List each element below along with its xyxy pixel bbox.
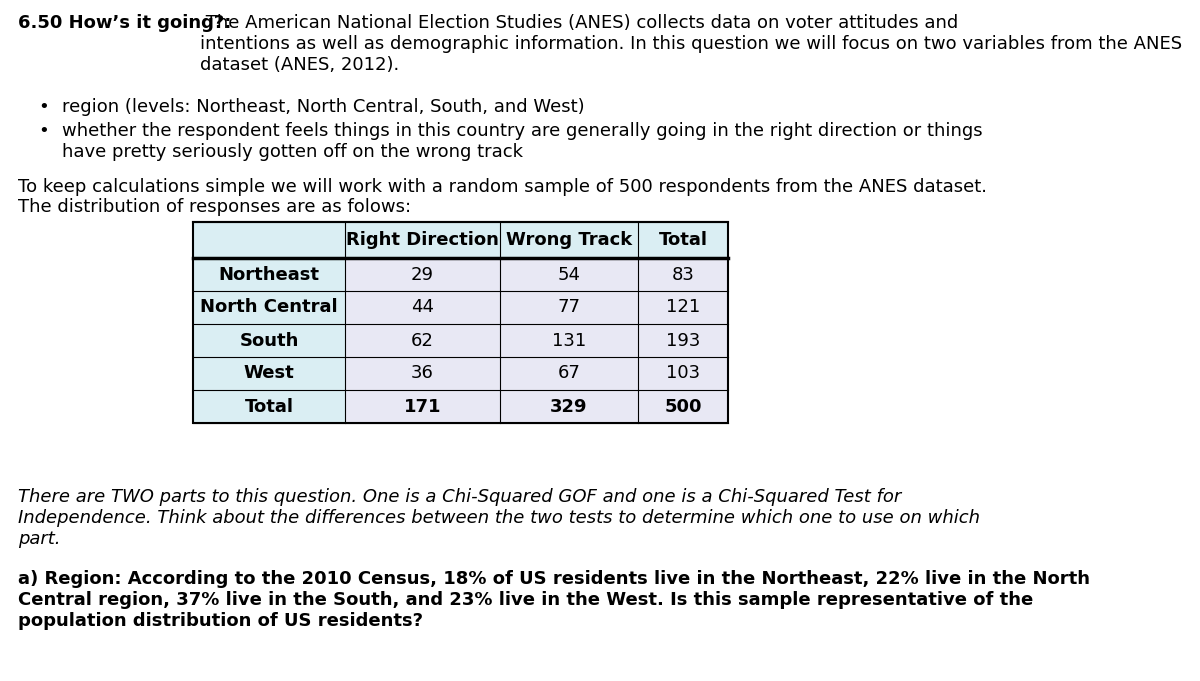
Text: Northeast: Northeast: [218, 266, 319, 283]
Text: •: •: [38, 98, 49, 116]
Bar: [500, 390, 638, 423]
Text: Right Direction: Right Direction: [346, 231, 499, 249]
Text: a) Region: According to the 2010 Census, 18% of US residents live in the Northea: a) Region: According to the 2010 Census,…: [18, 570, 1090, 630]
Bar: [638, 324, 728, 357]
Bar: [346, 324, 500, 357]
Bar: [500, 357, 638, 390]
Text: 54: 54: [558, 266, 581, 283]
Bar: [193, 258, 346, 291]
Text: 6.50 How’s it going?:: 6.50 How’s it going?:: [18, 14, 232, 32]
Text: 67: 67: [558, 364, 581, 383]
Bar: [500, 222, 638, 258]
Bar: [500, 258, 638, 291]
Bar: [346, 222, 500, 258]
Text: whether the respondent feels things in this country are generally going in the r: whether the respondent feels things in t…: [62, 122, 983, 161]
Bar: [500, 324, 638, 357]
Text: 77: 77: [558, 298, 581, 317]
Text: The American National Election Studies (ANES) collects data on voter attitudes a: The American National Election Studies (…: [200, 14, 1182, 74]
Text: •: •: [38, 122, 49, 140]
Text: 171: 171: [403, 398, 442, 415]
Text: To keep calculations simple we will work with a random sample of 500 respondents: To keep calculations simple we will work…: [18, 178, 986, 196]
Bar: [638, 291, 728, 324]
Text: 36: 36: [412, 364, 434, 383]
Text: North Central: North Central: [200, 298, 338, 317]
Text: 500: 500: [665, 398, 702, 415]
Text: There are TWO parts to this question. One is a Chi-Squared GOF and one is a Chi-: There are TWO parts to this question. On…: [18, 488, 980, 548]
Bar: [500, 291, 638, 324]
Bar: [638, 258, 728, 291]
Bar: [638, 390, 728, 423]
Bar: [346, 258, 500, 291]
Bar: [193, 291, 346, 324]
Text: The distribution of responses are as folows:: The distribution of responses are as fol…: [18, 198, 412, 216]
Bar: [193, 222, 728, 423]
Text: 131: 131: [552, 332, 586, 349]
Text: 44: 44: [410, 298, 434, 317]
Text: 193: 193: [666, 332, 700, 349]
Text: region (levels: Northeast, North Central, South, and West): region (levels: Northeast, North Central…: [62, 98, 584, 116]
Bar: [638, 357, 728, 390]
Bar: [638, 222, 728, 258]
Text: 29: 29: [410, 266, 434, 283]
Text: 329: 329: [551, 398, 588, 415]
Text: Wrong Track: Wrong Track: [506, 231, 632, 249]
Text: Total: Total: [659, 231, 708, 249]
Text: West: West: [244, 364, 294, 383]
Bar: [193, 357, 346, 390]
Text: 83: 83: [672, 266, 695, 283]
Text: 62: 62: [412, 332, 434, 349]
Bar: [193, 222, 346, 258]
Text: South: South: [239, 332, 299, 349]
Bar: [193, 324, 346, 357]
Bar: [346, 390, 500, 423]
Bar: [346, 291, 500, 324]
Text: 103: 103: [666, 364, 700, 383]
Bar: [346, 357, 500, 390]
Text: Total: Total: [245, 398, 294, 415]
Bar: [193, 390, 346, 423]
Text: 121: 121: [666, 298, 700, 317]
